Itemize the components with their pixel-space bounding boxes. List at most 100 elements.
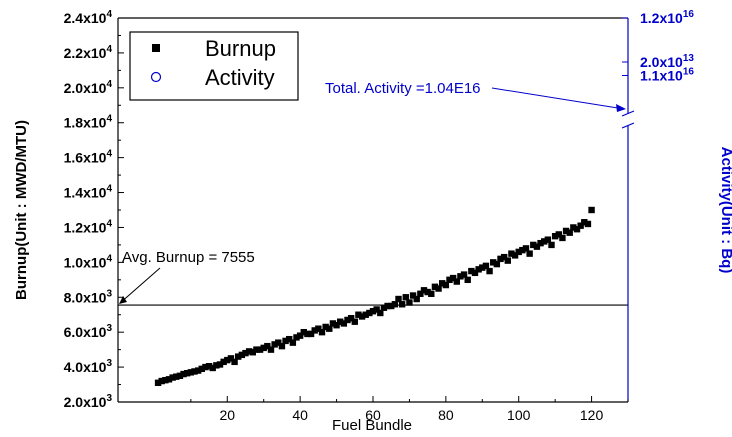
burnup-point bbox=[526, 250, 533, 257]
y-tick-label-5-exponent: 4 bbox=[106, 218, 112, 229]
y-tick-label-9: 2.0x104 bbox=[64, 79, 113, 96]
burnup-point bbox=[460, 271, 468, 278]
burnup-point bbox=[253, 346, 260, 353]
burnup-point bbox=[519, 246, 526, 254]
burnup-point bbox=[337, 318, 344, 325]
burnup-point bbox=[340, 320, 348, 327]
burnup-point bbox=[424, 288, 431, 296]
burnup-point bbox=[351, 318, 358, 325]
burnup-point bbox=[191, 368, 198, 375]
burnup-point bbox=[315, 325, 322, 332]
x-tick-label-2: 60 bbox=[365, 407, 381, 423]
burnup-point bbox=[522, 245, 530, 252]
burnup-point bbox=[165, 376, 173, 383]
burnup-point bbox=[366, 309, 373, 317]
burnup-point bbox=[260, 344, 267, 352]
x-tick-label-0: 20 bbox=[219, 407, 235, 423]
burnup-point bbox=[158, 377, 165, 385]
burnup-point bbox=[395, 295, 402, 303]
burnup-point bbox=[468, 267, 475, 275]
burnup-point bbox=[154, 379, 162, 386]
avg-burnup-arrowhead bbox=[119, 296, 127, 305]
burnup-point bbox=[205, 363, 213, 370]
y-tick-label-6-mantissa: 1.4x10 bbox=[64, 185, 107, 201]
axis-break-mark-1 bbox=[621, 110, 635, 117]
burnup-point bbox=[245, 348, 253, 355]
y-tick-label-0: 2.0x103 bbox=[64, 393, 113, 410]
burnup-point bbox=[213, 362, 220, 369]
burnup-point bbox=[453, 278, 460, 285]
y-tick-label-1-mantissa: 4.0x10 bbox=[64, 359, 107, 375]
x-tick-label-1: 40 bbox=[292, 407, 308, 423]
burnup-point bbox=[464, 276, 471, 284]
burnup-point bbox=[194, 367, 202, 374]
burnup-point bbox=[293, 334, 300, 341]
burnup-point bbox=[224, 356, 231, 364]
burnup-point bbox=[493, 260, 501, 268]
burnup-point bbox=[187, 369, 195, 376]
y-tick-label-11: 2.4x104 bbox=[64, 9, 113, 26]
burnup-point bbox=[296, 332, 304, 339]
burnup-point bbox=[184, 370, 191, 377]
legend-marker-burnup bbox=[152, 44, 160, 52]
burnup-point bbox=[482, 262, 490, 270]
y-tick-label-10: 2.2x104 bbox=[64, 44, 113, 61]
burnup-point bbox=[227, 355, 235, 362]
burnup-point bbox=[570, 224, 577, 231]
y-tick-label-2: 6.0x103 bbox=[64, 323, 113, 340]
burnup-point bbox=[209, 364, 216, 372]
burnup-point bbox=[380, 304, 388, 311]
burnup-point bbox=[322, 323, 329, 331]
burnup-point bbox=[216, 361, 224, 368]
burnup-point bbox=[362, 311, 369, 318]
y-tick-label-11-mantissa: 2.4x10 bbox=[64, 10, 107, 26]
burnup-point bbox=[180, 370, 187, 378]
burnup-point bbox=[311, 327, 318, 334]
axis-break-mark-2 bbox=[621, 122, 635, 129]
burnup-point bbox=[344, 316, 351, 324]
y-tick-label-6: 1.4x104 bbox=[64, 184, 113, 201]
y2-upper-tick-label-1-mantissa: 1.2x10 bbox=[640, 10, 683, 26]
burnup-point bbox=[318, 328, 326, 336]
burnup-point bbox=[428, 290, 435, 297]
burnup-point bbox=[559, 234, 566, 242]
y-tick-label-9-mantissa: 2.0x10 bbox=[64, 80, 107, 96]
total-activity-arrow bbox=[491, 87, 625, 110]
y-tick-label-0-exponent: 3 bbox=[106, 393, 112, 404]
burnup-point bbox=[490, 259, 497, 266]
burnup-point bbox=[555, 231, 562, 238]
burnup-point bbox=[446, 276, 453, 284]
y-tick-label-4-exponent: 4 bbox=[106, 253, 112, 264]
y-tick-label-9-exponent: 4 bbox=[106, 79, 112, 90]
y-tick-label-7-mantissa: 1.6x10 bbox=[64, 150, 107, 166]
y-tick-label-3-exponent: 3 bbox=[106, 288, 112, 299]
burnup-point bbox=[391, 301, 399, 308]
burnup-point bbox=[264, 342, 271, 350]
burnup-point bbox=[388, 302, 395, 310]
burnup-point bbox=[511, 252, 519, 259]
y-tick-label-11-exponent: 4 bbox=[106, 9, 112, 20]
burnup-point bbox=[289, 339, 297, 346]
burnup-point bbox=[402, 294, 409, 301]
y2-tick-label-0: 2.0x1013 bbox=[640, 53, 694, 70]
y-tick-label-8: 1.8x104 bbox=[64, 114, 113, 131]
burnup-point bbox=[577, 222, 584, 229]
burnup-point bbox=[562, 227, 570, 235]
x-tick-label-5: 120 bbox=[580, 407, 604, 423]
burnup-point bbox=[413, 295, 420, 303]
burnup-point bbox=[326, 325, 333, 332]
y-tick-label-10-mantissa: 2.2x10 bbox=[64, 45, 107, 61]
burnup-point bbox=[304, 330, 311, 338]
burnup-point bbox=[275, 339, 282, 346]
burnup-point bbox=[431, 283, 439, 290]
burnup-point bbox=[300, 328, 307, 336]
y-tick-label-2-mantissa: 6.0x10 bbox=[64, 324, 107, 340]
burnup-point bbox=[500, 253, 508, 261]
burnup-point bbox=[533, 243, 541, 250]
burnup-point bbox=[173, 373, 180, 380]
burnup-point bbox=[249, 349, 256, 356]
y-tick-label-4-mantissa: 1.0x10 bbox=[64, 254, 107, 270]
burnup-point bbox=[449, 274, 457, 282]
y-tick-label-5: 1.2x104 bbox=[64, 218, 113, 235]
